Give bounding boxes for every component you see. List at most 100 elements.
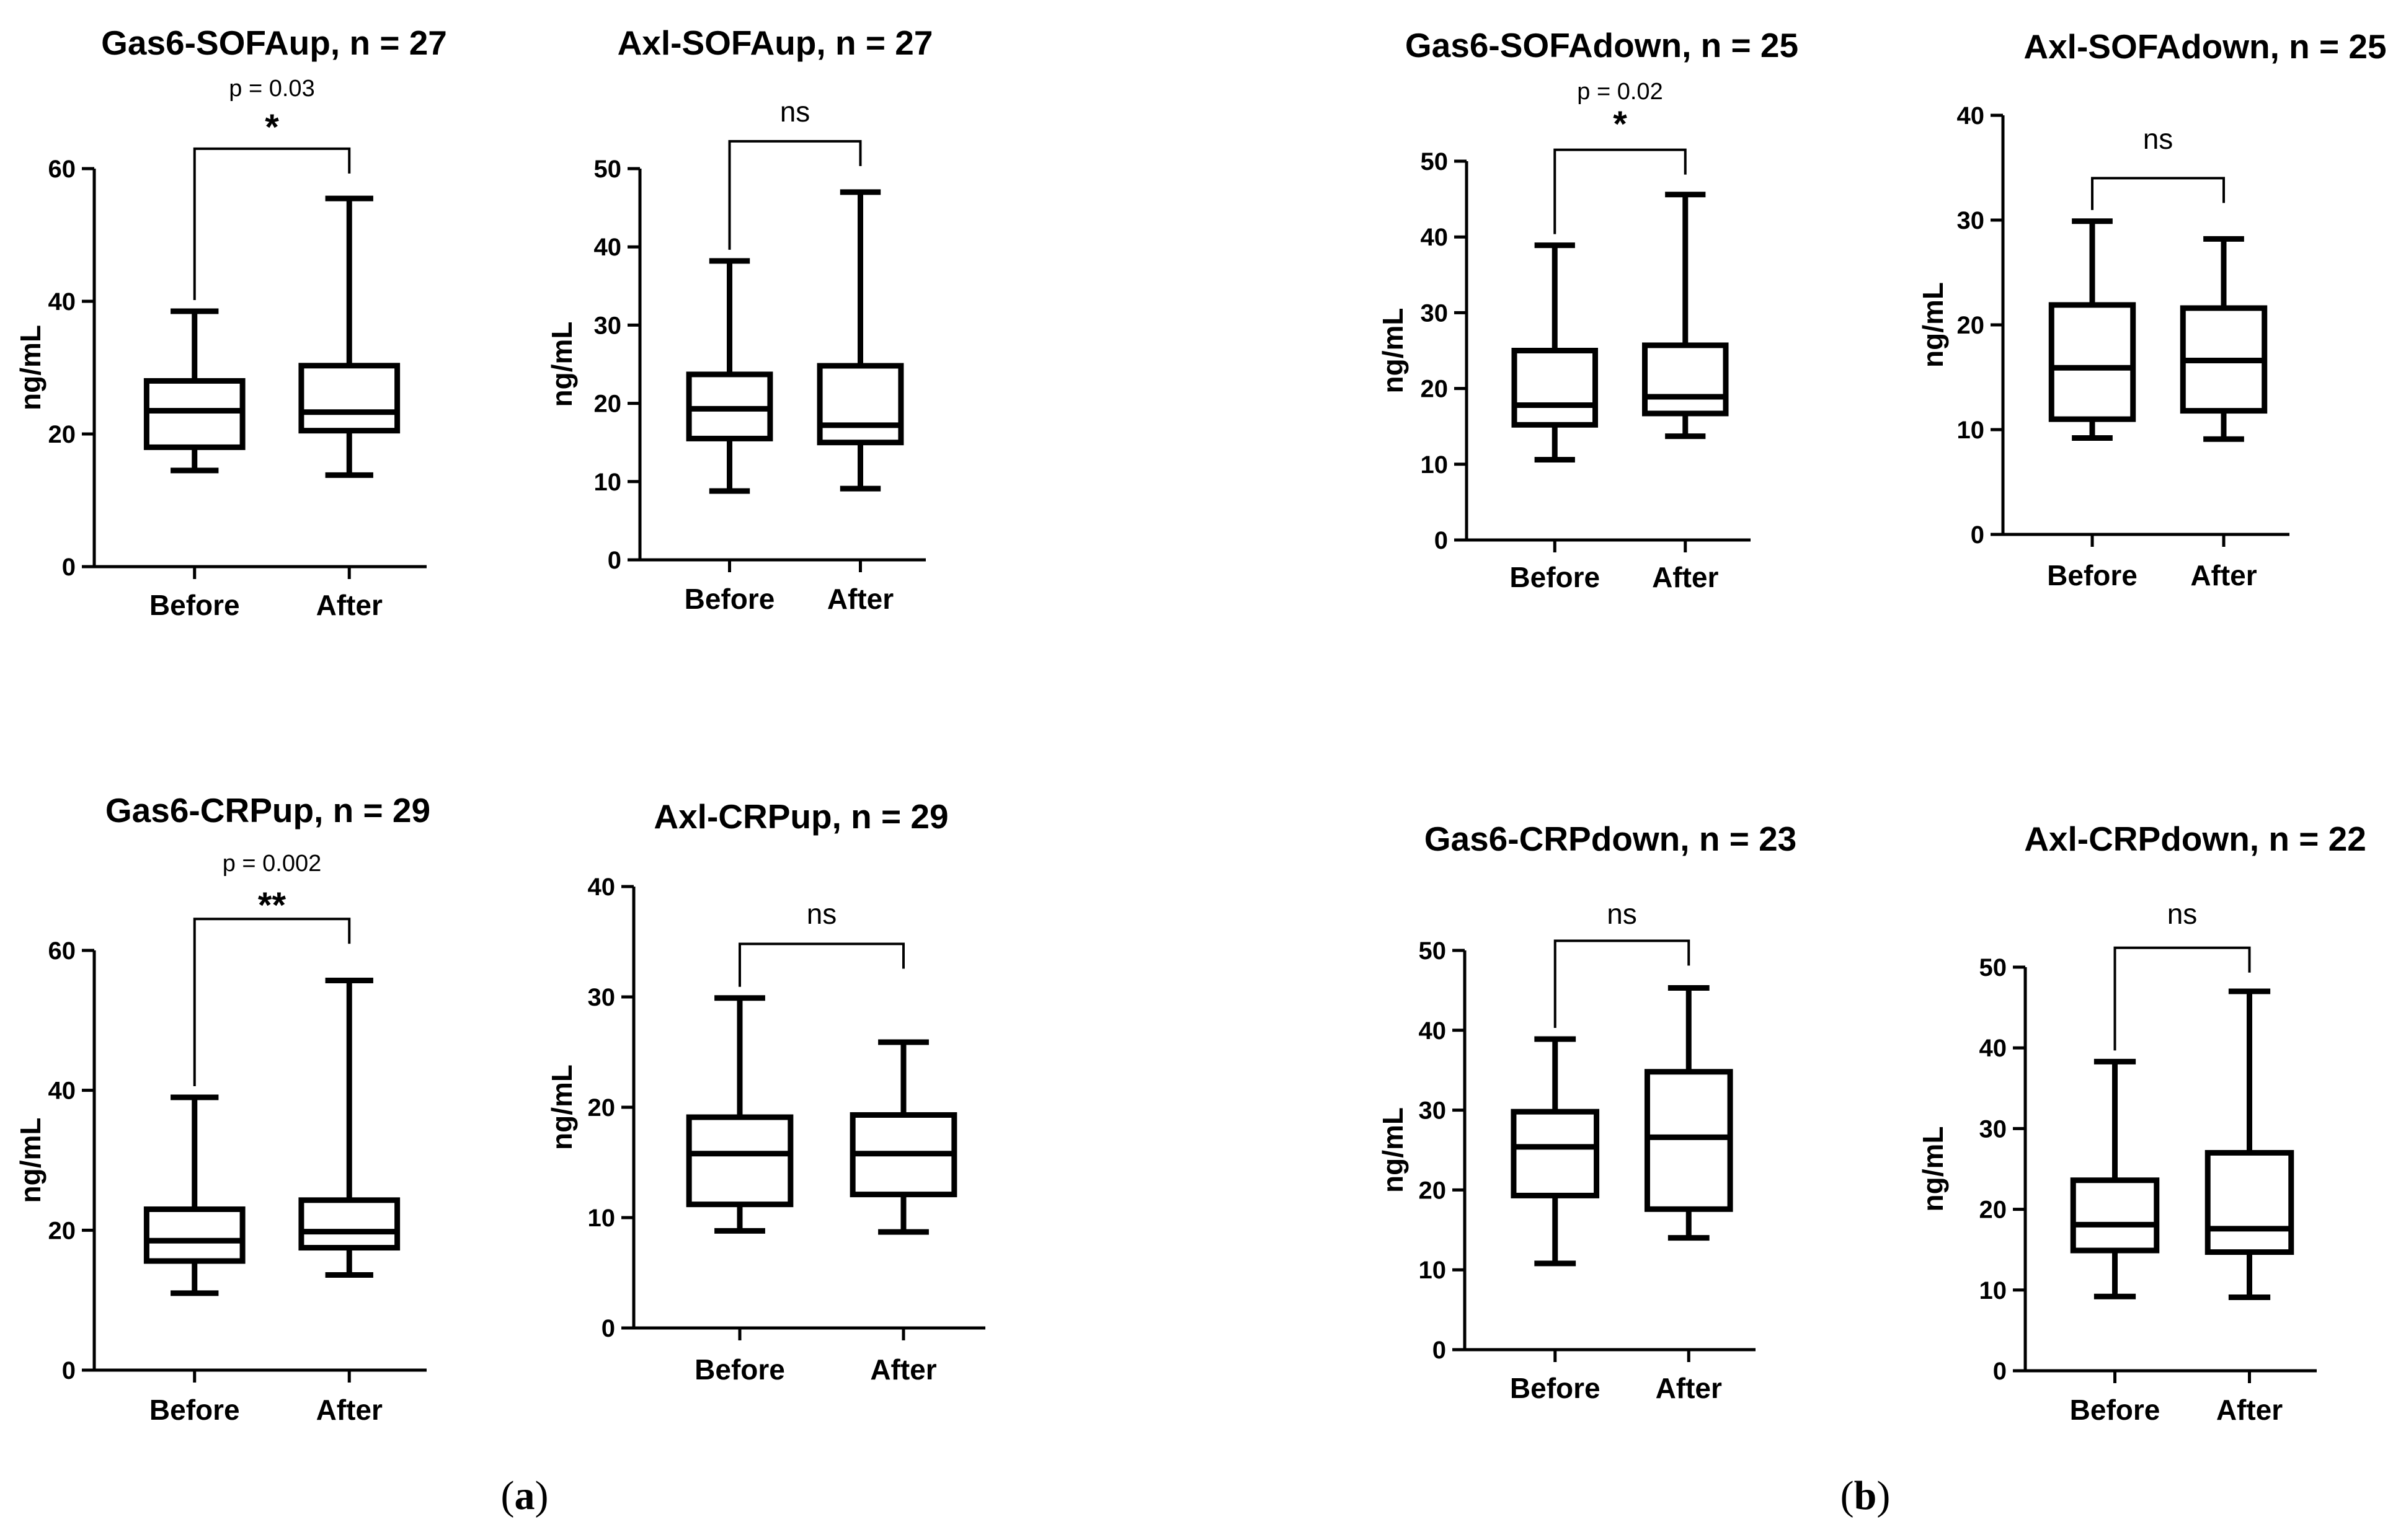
x-tick-label: After: [2216, 1394, 2283, 1426]
chart-2: Axl-SOFAup, n = 27 ng/mL 0 10 20 30 40 50 Before…: [546, 24, 933, 615]
y-tick-label: 20: [48, 421, 76, 448]
y-tick-label: 20: [1957, 312, 1985, 339]
iqr-box: [298, 1197, 401, 1251]
chart-8: Axl-CRPdown, n = 22 ng/mL 0 10 20 30 40 50 Befor…: [1917, 820, 2366, 1426]
significance-marker: *: [265, 107, 279, 148]
x-tick-label: Before: [149, 1394, 240, 1426]
y-tick-label: 30: [594, 312, 622, 339]
y-tick-label: 10: [1419, 1257, 1447, 1284]
y-tick-label: 60: [48, 937, 76, 965]
x-tick-label: After: [870, 1353, 936, 1386]
box-before: [686, 995, 794, 1234]
y-axis-label: ng/mL: [546, 1064, 578, 1150]
x-tick-label: Before: [695, 1353, 785, 1386]
significance-marker: ns: [807, 898, 837, 930]
significance-marker: ns: [780, 95, 810, 128]
y-tick-label: 10: [1979, 1277, 2007, 1304]
y-tick-label: 40: [1421, 224, 1449, 251]
y-tick-label: 30: [1421, 299, 1449, 327]
iqr-box: [2048, 302, 2136, 422]
y-tick-label: 0: [608, 547, 621, 574]
y-tick-label: 30: [1979, 1115, 2007, 1143]
y-tick-label: 10: [1957, 417, 1985, 444]
y-tick-label: 20: [594, 391, 622, 418]
chart-title: Gas6-SOFAup, n = 27: [101, 24, 447, 62]
chart-title: Gas6-CRPup, n = 29: [105, 791, 430, 830]
significance-bracket: [728, 139, 862, 250]
y-tick-label: 40: [48, 1078, 76, 1105]
y-tick-label: 60: [48, 156, 76, 183]
significance-bracket: [193, 918, 351, 1086]
x-tick-label: After: [827, 583, 894, 615]
iqr-box: [298, 363, 401, 434]
significance-bracket: [1553, 939, 1690, 1028]
x-tick-label: Before: [2047, 559, 2138, 591]
x-tick-label: After: [1656, 1372, 1722, 1404]
y-tick-label: 0: [1432, 1337, 1446, 1364]
iqr-box: [686, 1114, 794, 1208]
y-tick-label: 50: [594, 156, 622, 183]
significance-marker: **: [258, 885, 286, 926]
chart-title: Axl-CRPup, n = 29: [654, 797, 948, 836]
significance-bracket: [739, 942, 905, 987]
box-after: [298, 978, 401, 1278]
box-before: [2048, 218, 2136, 441]
significance-marker: ns: [1607, 898, 1637, 930]
y-tick-label: 40: [1957, 102, 1985, 130]
box-after: [850, 1039, 957, 1235]
y-tick-label: 20: [1979, 1197, 2007, 1224]
iqr-box: [1641, 342, 1729, 417]
y-tick-label: 20: [588, 1094, 616, 1122]
y-tick-label: 0: [1993, 1358, 2007, 1385]
y-tick-label: 40: [1979, 1035, 2007, 1062]
y-tick-label: 0: [62, 554, 76, 581]
y-tick-label: 0: [62, 1357, 76, 1384]
y-axis-label: ng/mL: [1917, 282, 1949, 368]
iqr-box: [2070, 1177, 2160, 1254]
y-tick-label: 30: [1957, 207, 1985, 234]
y-tick-label: 0: [1971, 521, 1984, 549]
box-before: [143, 308, 246, 474]
panel-label-a: (a): [501, 1473, 549, 1518]
chart-4: Axl-SOFAdown, n = 25 ng/mL 0 10 20 30 40 Before…: [1917, 27, 2387, 591]
y-tick-label: 10: [1421, 451, 1449, 479]
y-tick-label: 30: [588, 984, 616, 1011]
significance-marker: ns: [2167, 898, 2198, 930]
significance-bracket: [2113, 946, 2251, 1051]
y-tick-label: 0: [1434, 527, 1448, 554]
x-tick-label: Before: [1510, 1372, 1601, 1404]
p-value: p = 0.002: [223, 851, 322, 877]
y-tick-label: 50: [1979, 954, 2007, 981]
box-before: [686, 258, 773, 494]
y-axis-label: ng/mL: [546, 322, 578, 407]
y-tick-label: 40: [1419, 1017, 1447, 1045]
chart-3: Gas6-SOFAdown, n = 25 ng/mL 0 10 20 30 40 50 Bef…: [1377, 26, 1798, 593]
box-before: [1511, 1036, 1600, 1267]
x-tick-label: After: [316, 1394, 383, 1426]
x-tick-label: After: [316, 589, 383, 621]
chart-7: Gas6-CRPdown, n = 23 ng/mL 0 10 20 30 40 50 Befo…: [1377, 820, 1796, 1404]
iqr-box: [1644, 1069, 1733, 1212]
p-value: p = 0.03: [229, 76, 314, 102]
y-tick-label: 20: [48, 1217, 76, 1244]
y-tick-label: 50: [1421, 148, 1449, 175]
iqr-box: [143, 1206, 246, 1264]
charts-container: Gas6-SOFAup, n = 27 ng/mL 0 20 40 60 Before Aft…: [14, 24, 2387, 1426]
significance-bracket: [1553, 148, 1687, 234]
y-tick-label: 0: [602, 1315, 615, 1342]
chart-title: Axl-SOFAup, n = 27: [618, 24, 933, 62]
y-axis-label: ng/mL: [1377, 1107, 1409, 1193]
y-axis-label: ng/mL: [1377, 308, 1409, 394]
x-tick-label: Before: [2070, 1394, 2160, 1426]
box-after: [817, 189, 904, 492]
significance-marker: *: [1613, 104, 1627, 144]
chart-1: Gas6-SOFAup, n = 27 ng/mL 0 20 40 60 Before Aft…: [14, 24, 447, 621]
chart-6: Axl-CRPup, n = 29 ng/mL 0 10 20 30 40 Before Aft…: [546, 797, 985, 1386]
box-after: [298, 195, 401, 478]
x-tick-label: Before: [149, 589, 240, 621]
y-tick-label: 20: [1419, 1177, 1447, 1204]
box-after: [1644, 985, 1733, 1241]
x-tick-label: Before: [1509, 561, 1600, 593]
y-tick-label: 20: [1421, 376, 1449, 403]
